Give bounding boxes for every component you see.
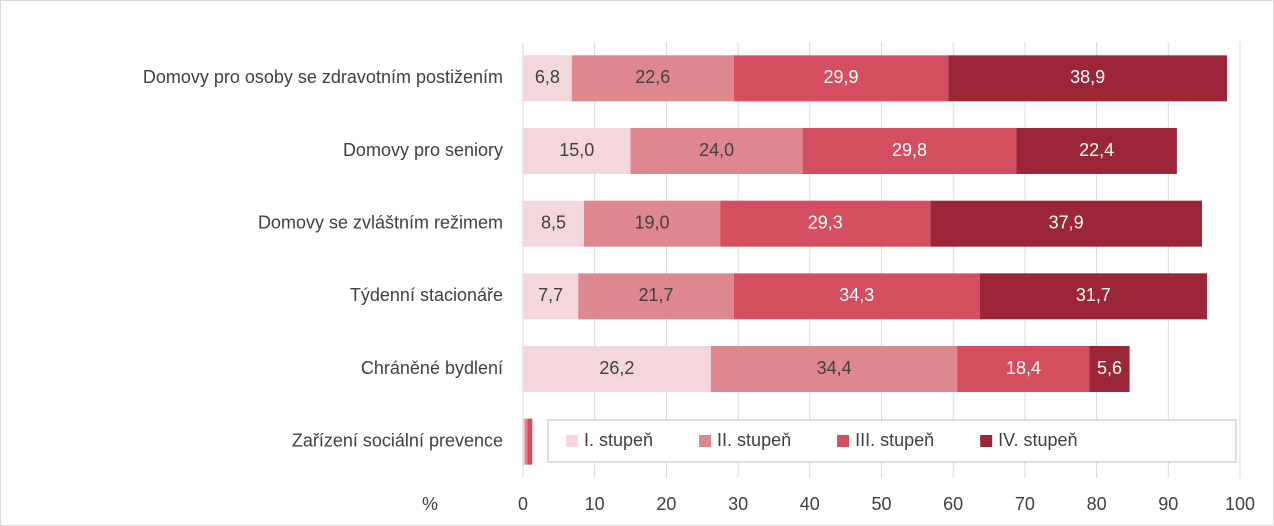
legend-swatch [699, 435, 712, 447]
bar-segment [1089, 346, 1130, 392]
bar-segment [979, 273, 1208, 320]
data-label: 7,7 [538, 285, 563, 305]
bar-segment [720, 200, 931, 247]
grid [522, 42, 1241, 478]
y-tick-label: Zařízení sociální prevence [292, 430, 503, 450]
data-label: 6,8 [535, 67, 560, 87]
bar-segment [583, 200, 721, 247]
bar-segment [957, 346, 1090, 392]
y-tick-label: Týdenní stacionáře [350, 285, 503, 305]
x-tick-label: 70 [1015, 494, 1035, 514]
bar-segment [733, 55, 949, 102]
bar-segment [524, 418, 528, 465]
x-tick-label: 0 [518, 494, 528, 514]
bar-segment [930, 200, 1202, 247]
legend-label: I. stupeň [584, 430, 653, 450]
bar-segment [527, 418, 533, 465]
data-label: 34,3 [839, 285, 874, 305]
data-label: 19,0 [635, 212, 670, 232]
data-label: 34,4 [817, 358, 852, 378]
y-tick-label: Domovy se zvláštním režimem [258, 212, 503, 232]
y-tick-label: Domovy pro seniory [343, 140, 503, 160]
data-label: 37,9 [1049, 212, 1084, 232]
data-label: 18,4 [1006, 358, 1041, 378]
bar-segment [523, 273, 579, 320]
data-label: 5,6 [1097, 358, 1122, 378]
bar-segment [802, 128, 1017, 174]
x-tick-label: 40 [800, 494, 820, 514]
legend-swatch [980, 435, 993, 447]
data-label: 22,4 [1079, 140, 1114, 160]
bar-segment [523, 200, 584, 247]
x-tick-label: 90 [1158, 494, 1178, 514]
bar-segment [523, 346, 711, 392]
bar-segment [710, 346, 958, 392]
bar-segment [1016, 128, 1177, 174]
data-label: 29,3 [808, 212, 843, 232]
legend-label: II. stupeň [717, 430, 791, 450]
y-tick-label: Domovy pro osoby se zdravotním postižení… [143, 67, 503, 87]
data-label: 26,2 [599, 358, 634, 378]
data-label: 21,7 [638, 285, 673, 305]
y-tick-label: Chráněné bydlení [361, 358, 503, 378]
data-label: 24,0 [699, 140, 734, 160]
data-label: 29,9 [823, 67, 858, 87]
bar-segment [523, 55, 572, 102]
bar-segment [578, 273, 734, 320]
bar-segment [630, 128, 803, 174]
x-tick-label: 80 [1087, 494, 1107, 514]
data-label: 22,6 [635, 67, 670, 87]
data-label: 31,7 [1076, 285, 1111, 305]
data-label: 29,8 [892, 140, 927, 160]
legend-box [547, 419, 1237, 463]
data-label: 15,0 [559, 140, 594, 160]
x-axis-label: % [422, 494, 438, 514]
x-tick-label: 10 [585, 494, 605, 514]
x-tick-label: 100 [1225, 494, 1255, 514]
x-tick-label: 60 [943, 494, 963, 514]
bar-segment [523, 418, 525, 465]
x-tick-label: 20 [656, 494, 676, 514]
bar-segment [948, 55, 1228, 102]
x-tick-label: 30 [728, 494, 748, 514]
bar-segment [571, 55, 734, 102]
bar-segment [733, 273, 980, 320]
data-label: 8,5 [541, 212, 566, 232]
legend-label: IV. stupeň [998, 430, 1077, 450]
data-label: 38,9 [1070, 67, 1105, 87]
bar-segment [523, 128, 631, 174]
legend-swatch [566, 435, 578, 447]
legend-swatch [837, 435, 850, 447]
legend-label: III. stupeň [855, 430, 934, 450]
x-tick-label: 50 [871, 494, 891, 514]
